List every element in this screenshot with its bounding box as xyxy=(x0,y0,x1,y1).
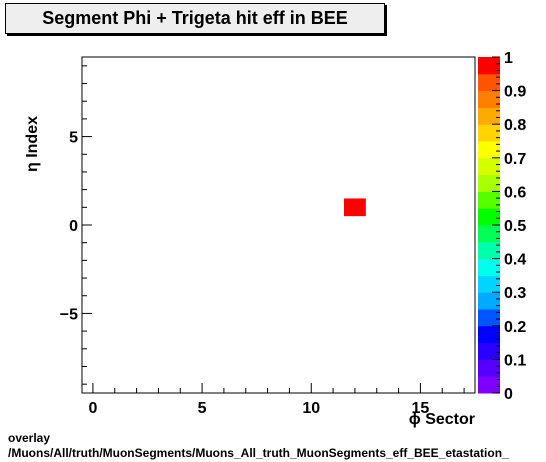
x-tick-label: 0 xyxy=(88,400,97,417)
x-axis: 0 5 10 15 xyxy=(88,383,465,417)
color-scale-label: 0.4 xyxy=(504,252,526,269)
chart-title: Segment Phi + Trigeta hit eff in BEE xyxy=(5,3,385,34)
cells-layer xyxy=(344,198,366,217)
y-tick-label: 5 xyxy=(69,130,78,147)
color-scale-swatch xyxy=(478,107,500,125)
color-scale-bar: 0 0.1 0.2 0.3 0.4 0.5 0.6 0.7 0.8 0.9 1 xyxy=(478,50,526,403)
color-scale-swatch xyxy=(478,141,500,159)
color-scale-label: 0.1 xyxy=(504,352,526,369)
color-scale-label: 0.3 xyxy=(504,285,526,302)
color-scale-swatch xyxy=(478,376,500,394)
color-scale-label: 0.9 xyxy=(504,84,526,101)
color-scale-swatch xyxy=(478,174,500,192)
y-axis: −5 0 5 xyxy=(60,65,92,385)
color-scale-label: 0.5 xyxy=(504,218,526,235)
color-scale-swatch xyxy=(478,225,500,243)
color-scale-swatch xyxy=(478,325,500,344)
heatmap-cell xyxy=(344,198,366,217)
color-scale-label: 0.6 xyxy=(504,184,526,201)
color-scale-swatch xyxy=(478,124,500,142)
footer-overlay-label: overlay xyxy=(8,431,51,445)
color-scale-label: 0.2 xyxy=(504,319,526,336)
color-scale-label: 0 xyxy=(504,386,513,403)
x-tick-label: 5 xyxy=(198,400,207,417)
color-scale-swatch xyxy=(478,90,500,108)
color-scale-label: 1 xyxy=(504,50,513,67)
x-tick-label: 10 xyxy=(302,400,320,417)
color-scale-label: 0.8 xyxy=(504,117,526,134)
color-scale-swatch xyxy=(478,73,500,92)
color-scale-swatch xyxy=(478,57,500,75)
color-scale-swatch xyxy=(478,258,500,276)
color-scale-label: 0.7 xyxy=(504,151,526,168)
color-scale-swatch xyxy=(478,208,500,226)
plot-frame xyxy=(81,56,476,394)
color-scale-swatch xyxy=(478,191,500,209)
y-axis-label: η Index xyxy=(24,116,41,172)
color-scale-swatch xyxy=(478,275,500,293)
y-tick-label: −5 xyxy=(60,306,78,323)
color-scale-swatch xyxy=(478,157,500,176)
color-scale-swatch xyxy=(478,342,500,360)
x-tick-label: 15 xyxy=(412,400,430,417)
color-scale-swatch xyxy=(478,292,500,310)
color-scale-swatch xyxy=(478,359,500,377)
x-axis-label: ϕ Sector xyxy=(409,411,475,428)
footer-path: /Muons/All/truth/MuonSegments/Muons_All_… xyxy=(8,446,509,460)
color-scale-swatch xyxy=(478,241,500,260)
y-tick-label: 0 xyxy=(69,218,78,235)
color-scale-swatch xyxy=(478,309,500,327)
